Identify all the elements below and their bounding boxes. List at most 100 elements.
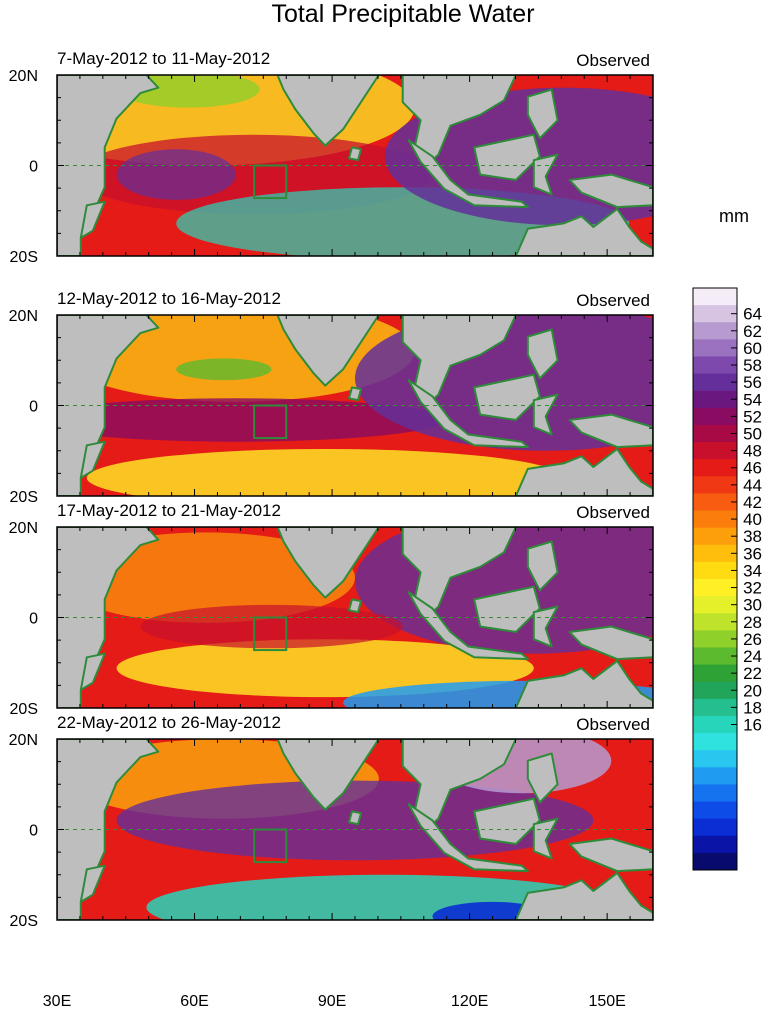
panel-period: 12-May-2012 to 16-May-2012 — [57, 289, 281, 308]
colorbar-label: 32 — [743, 579, 762, 598]
land-mass — [348, 386, 362, 402]
colorbar-swatch — [693, 527, 737, 546]
map-panel: 20N 0 20S 12-May-2012 to 16-May-2012 Observe… — [9, 289, 654, 506]
longitude-axis: 30E 60E 90E 120E 150E — [43, 993, 626, 1010]
land-mass — [514, 207, 653, 256]
colorbar-swatch — [693, 476, 737, 494]
field-contour — [86, 448, 564, 496]
colorbar-swatch — [693, 801, 737, 820]
panel-tag: Observed — [576, 715, 650, 734]
lat-label-south: 20S — [10, 913, 38, 930]
lat-label-equator: 0 — [29, 823, 38, 840]
land-mass — [57, 739, 160, 920]
map-ticks — [56, 526, 654, 709]
lon-label: 30E — [43, 993, 71, 1010]
map-panels: 20N 0 20S 7-May-2012 to 11-May-2012 Observed… — [9, 49, 654, 930]
colorbar-swatch — [693, 613, 737, 631]
lat-label-north: 20N — [9, 732, 38, 749]
land-mass — [407, 591, 529, 661]
map-body — [57, 315, 653, 496]
map-panel: 20N 0 20S 22-May-2012 to 26-May-2012 Observe… — [9, 713, 654, 930]
field-contour — [57, 398, 445, 442]
colorbar-label: 22 — [743, 664, 762, 683]
colorbar-label: 16 — [743, 716, 762, 735]
lon-label: 120E — [451, 993, 488, 1010]
land-mass — [407, 803, 529, 873]
colorbar: 6462605856545250484644424038363432302826… — [692, 287, 762, 871]
lat-label-south: 20S — [10, 701, 38, 718]
land-mass — [276, 315, 380, 387]
lat-label-equator: 0 — [29, 159, 38, 176]
land-mass — [407, 379, 529, 449]
colorbar-label: 26 — [743, 630, 762, 649]
map-ticks — [56, 314, 654, 497]
region-box — [253, 828, 288, 864]
land-mass — [79, 652, 106, 691]
land-mass — [568, 173, 653, 209]
land-mass — [276, 527, 380, 599]
lat-label-south: 20S — [10, 489, 38, 506]
map-ticks — [56, 74, 654, 257]
land-mass — [79, 864, 106, 903]
land-mass — [473, 133, 541, 181]
colorbar-swatch — [693, 459, 737, 477]
colorbar-swatch — [693, 493, 737, 512]
field-contour — [140, 604, 403, 649]
colorbar-label: 42 — [743, 493, 762, 512]
colorbar-swatch — [693, 339, 737, 357]
colorbar-label: 58 — [743, 356, 762, 375]
map-panel: 20N 0 20S 7-May-2012 to 11-May-2012 Observed — [9, 49, 654, 266]
land-mass — [57, 315, 160, 496]
colorbar-swatch — [693, 784, 737, 803]
land-mass — [401, 527, 517, 619]
colorbar-swatch — [693, 288, 737, 306]
land-mass — [514, 659, 653, 708]
lat-label-north: 20N — [9, 520, 38, 537]
land-mass — [348, 598, 362, 614]
map-ticks — [56, 738, 654, 921]
colorbar-label: 60 — [743, 339, 762, 358]
colorbar-label: 36 — [743, 544, 762, 563]
land-mass — [407, 139, 529, 209]
colorbar-label: 46 — [743, 459, 762, 478]
colorbar-label: 18 — [743, 698, 762, 717]
lon-label: 150E — [588, 993, 625, 1010]
colorbar-swatch — [693, 424, 737, 443]
panel-tag: Observed — [576, 291, 650, 310]
lat-label-north: 20N — [9, 308, 38, 325]
map-panel: 20N 0 20S 17-May-2012 to 21-May-2012 Observe… — [9, 501, 654, 718]
colorbar-swatch — [693, 852, 737, 871]
colorbar-swatch — [693, 818, 737, 837]
colorbar-swatch — [693, 835, 737, 854]
colorbar-frame — [692, 287, 738, 871]
land-mass — [568, 625, 653, 661]
land-mass — [401, 75, 517, 167]
colorbar-swatch — [693, 579, 737, 597]
colorbar-swatch — [693, 647, 737, 666]
panel-tag: Observed — [576, 51, 650, 70]
colorbar-swatch — [693, 390, 737, 409]
colorbar-swatch — [693, 767, 737, 785]
land-mass — [473, 585, 541, 633]
colorbar-label: 50 — [743, 425, 762, 444]
colorbar-label: 52 — [743, 407, 762, 426]
land-mass — [532, 153, 559, 196]
colorbar-label: 34 — [743, 561, 762, 580]
colorbar-label: 48 — [743, 442, 762, 461]
colorbar-swatch — [693, 322, 737, 340]
colorbar-label: 38 — [743, 527, 762, 546]
land-mass — [473, 373, 541, 421]
colorbar-swatch — [693, 596, 737, 614]
lat-label-equator: 0 — [29, 611, 38, 628]
colorbar-label: 30 — [743, 596, 762, 615]
field-contour — [176, 358, 272, 381]
colorbar-label: 64 — [743, 305, 762, 324]
land-mass — [526, 540, 559, 592]
map-body — [57, 527, 653, 708]
field-contour — [116, 639, 534, 698]
colorbar-swatch — [693, 698, 737, 717]
lon-label: 90E — [318, 993, 346, 1010]
land-mass — [568, 837, 653, 873]
land-mass — [526, 752, 559, 804]
land-mass — [57, 75, 160, 256]
